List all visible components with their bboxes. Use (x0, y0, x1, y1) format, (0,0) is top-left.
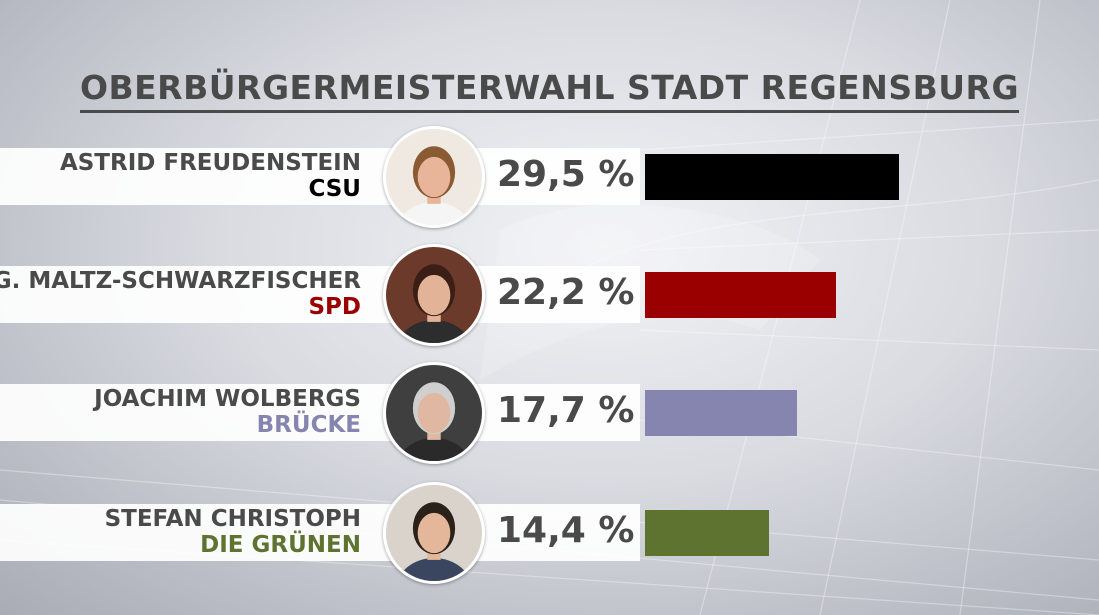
candidate-name: JOACHIM WOLBERGS (94, 386, 361, 412)
candidate-name: STEFAN CHRISTOPH (104, 506, 361, 532)
candidate-name: G. MALTZ-SCHWARZFISCHER (0, 268, 361, 294)
chart-title: OBERBÜRGERMEISTERWAHL STADT REGENSBURG (0, 68, 1099, 113)
candidate-avatar (383, 244, 485, 346)
value-label: 17,7 % (497, 390, 635, 431)
candidate-row: STEFAN CHRISTOPH DIE GRÜNEN 14,4 % (0, 482, 1099, 584)
candidate-avatar (383, 482, 485, 584)
portrait-icon (386, 485, 482, 581)
party-name: DIE GRÜNEN (200, 532, 361, 558)
label-band (0, 384, 640, 441)
party-name: CSU (308, 176, 361, 202)
label-band (0, 148, 640, 205)
value-label: 22,2 % (497, 272, 635, 313)
candidate-avatar (383, 126, 485, 228)
bar-die-grünen (645, 510, 769, 556)
portrait-icon (386, 129, 482, 225)
value-label: 14,4 % (497, 510, 635, 551)
portrait-icon (386, 365, 482, 461)
candidate-label: STEFAN CHRISTOPH DIE GRÜNEN (105, 506, 361, 558)
candidate-name: ASTRID FREUDENSTEIN (59, 150, 361, 176)
candidate-row: ASTRID FREUDENSTEIN CSU 29,5 % (0, 126, 1099, 228)
candidate-label: ASTRID FREUDENSTEIN CSU (60, 150, 361, 202)
candidate-label: G. MALTZ-SCHWARZFISCHER SPD (0, 268, 361, 320)
label-band (0, 504, 640, 561)
bar-csu (645, 154, 899, 200)
party-name: SPD (308, 294, 361, 320)
label-band (0, 266, 640, 323)
candidate-label: JOACHIM WOLBERGS BRÜCKE (94, 386, 361, 438)
candidate-avatar (383, 362, 485, 464)
party-name: BRÜCKE (256, 412, 361, 438)
candidate-row: G. MALTZ-SCHWARZFISCHER SPD 22,2 % (0, 244, 1099, 346)
bar-brücke (645, 390, 797, 436)
value-label: 29,5 % (497, 154, 635, 195)
portrait-icon (386, 247, 482, 343)
candidate-row: JOACHIM WOLBERGS BRÜCKE 17,7 % (0, 362, 1099, 464)
bar-spd (645, 272, 836, 318)
